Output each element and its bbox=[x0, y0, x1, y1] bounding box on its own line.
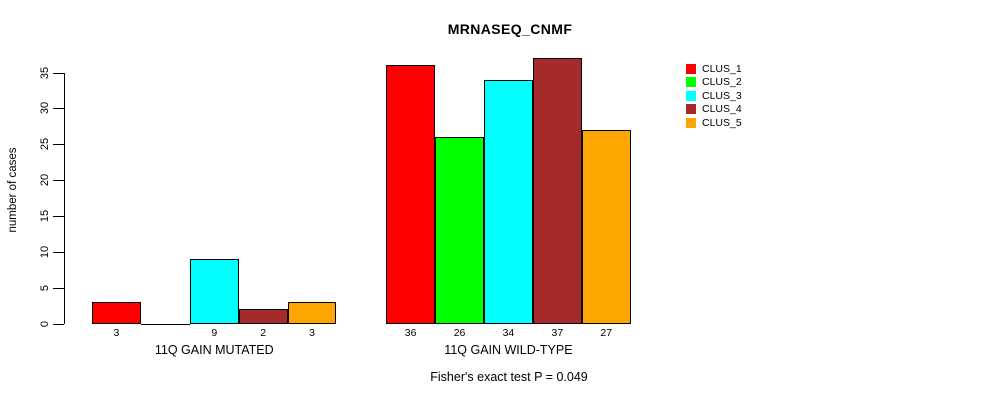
y-axis-tick-label: 20 bbox=[39, 173, 51, 187]
bar-clus_5-group1 bbox=[287, 301, 337, 325]
y-axis-tick bbox=[53, 251, 64, 253]
y-axis-tick-label: 5 bbox=[39, 284, 51, 291]
bar-value-label: 37 bbox=[551, 326, 564, 339]
legend-item: CLUS_2 bbox=[686, 76, 742, 90]
legend-color-swatch bbox=[686, 90, 696, 101]
bar-clus_1-group1 bbox=[92, 301, 141, 325]
bar-clus_5-group2 bbox=[581, 129, 631, 325]
legend-color-swatch bbox=[686, 117, 696, 128]
stat-test-caption: Fisher's exact test P = 0.049 bbox=[430, 370, 588, 384]
legend-item-label: CLUS_3 bbox=[702, 89, 742, 102]
legend-item-label: CLUS_2 bbox=[702, 76, 742, 89]
bar-clus_3-group2 bbox=[484, 79, 533, 325]
y-axis-tick bbox=[53, 323, 64, 325]
legend-item: CLUS_4 bbox=[686, 103, 742, 117]
bar-clus_1-group2 bbox=[386, 65, 436, 325]
y-axis-tick bbox=[53, 287, 64, 289]
y-axis-tick bbox=[53, 108, 64, 110]
bar-value-label: 9 bbox=[211, 326, 218, 339]
y-axis-tick-label: 10 bbox=[39, 245, 51, 258]
legend-item-label: CLUS_5 bbox=[702, 116, 742, 129]
legend-color-swatch bbox=[686, 104, 696, 115]
legend-color-swatch bbox=[686, 63, 696, 74]
group-label: 11Q GAIN WILD-TYPE bbox=[444, 343, 573, 357]
bar-value-label: 34 bbox=[502, 326, 515, 339]
bar-value-label: 3 bbox=[309, 326, 315, 339]
y-axis-title: number of cases bbox=[7, 147, 19, 233]
y-axis-tick bbox=[53, 144, 64, 146]
bar-clus_2-group2 bbox=[435, 137, 484, 325]
y-axis-tick bbox=[53, 72, 64, 74]
legend-item-label: CLUS_4 bbox=[702, 103, 742, 116]
chart-title: MRNASEQ_CNMF bbox=[447, 21, 573, 37]
y-axis-tick-label: 30 bbox=[39, 102, 51, 115]
y-axis-tick bbox=[53, 215, 64, 217]
bar-value-label: 27 bbox=[600, 326, 613, 339]
y-axis-tick-label: 35 bbox=[39, 66, 51, 79]
legend-item: CLUS_1 bbox=[686, 62, 742, 76]
bar-clus_4-group1 bbox=[238, 309, 288, 325]
bar-value-label: 3 bbox=[113, 326, 120, 339]
y-axis-tick-label: 0 bbox=[39, 320, 51, 327]
legend-item-label: CLUS_1 bbox=[702, 62, 742, 75]
bar-clus_2-group1-zero bbox=[140, 323, 190, 325]
y-axis-tick bbox=[53, 180, 64, 182]
bar-clus_3-group1 bbox=[189, 258, 239, 325]
y-axis-tick-label: 25 bbox=[39, 138, 51, 151]
legend-item: CLUS_3 bbox=[686, 89, 742, 103]
y-axis-tick-label: 15 bbox=[39, 209, 51, 223]
bar-value-label: 2 bbox=[260, 326, 267, 339]
group-label: 11Q GAIN MUTATED bbox=[154, 343, 274, 357]
y-axis-line bbox=[64, 72, 65, 325]
legend: CLUS_1 CLUS_2 CLUS_3 CLUS_4 CLUS_5 bbox=[686, 62, 742, 130]
legend-color-swatch bbox=[686, 77, 696, 88]
bar-clus_4-group2 bbox=[532, 58, 582, 325]
legend-item: CLUS_5 bbox=[686, 116, 742, 130]
bar-value-label: 26 bbox=[453, 326, 466, 339]
bar-value-label: 36 bbox=[404, 326, 417, 339]
